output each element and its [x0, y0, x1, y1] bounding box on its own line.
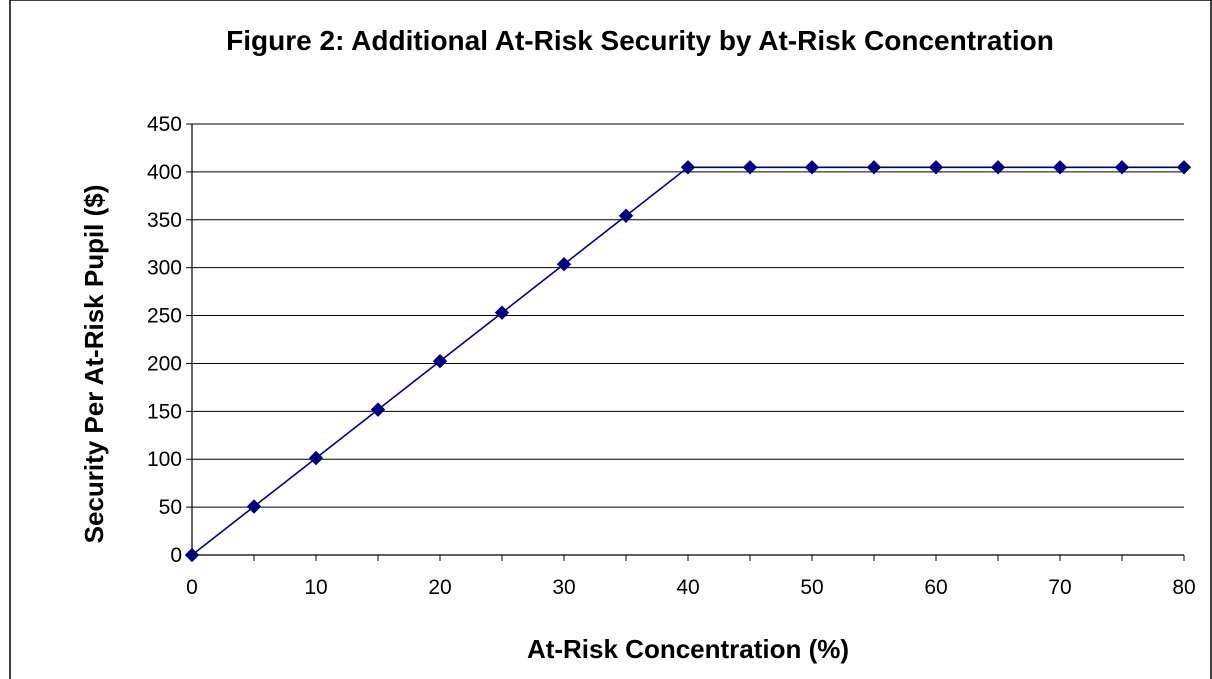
y-tick-label: 250	[147, 305, 182, 328]
x-tick-label: 40	[676, 576, 699, 599]
x-tick-label: 80	[1172, 576, 1195, 599]
data-point	[804, 160, 820, 175]
x-tick-label: 70	[1048, 576, 1071, 599]
y-tick-label: 50	[159, 496, 182, 519]
x-tick-label: 0	[186, 576, 198, 599]
y-tick-label: 150	[147, 400, 182, 423]
data-point	[184, 547, 200, 563]
x-tick-label: 10	[304, 576, 327, 599]
data-point	[618, 208, 634, 223]
data-point	[990, 160, 1006, 175]
x-tick-label: 30	[552, 576, 575, 599]
data-point	[246, 499, 262, 514]
data-point	[928, 160, 944, 175]
data-point	[866, 160, 882, 175]
data-point	[742, 160, 758, 175]
y-tick-label: 400	[147, 161, 182, 184]
y-tick-label: 0	[170, 544, 182, 567]
y-axis-title: Security Per At-Risk Pupil ($)	[79, 185, 109, 544]
x-tick-label: 20	[428, 576, 451, 599]
chart-title: Figure 2: Additional At-Risk Security by…	[226, 25, 1054, 56]
y-tick-label: 200	[147, 352, 182, 375]
data-point	[494, 305, 510, 320]
x-tick-label: 50	[800, 576, 823, 599]
series-layer	[184, 160, 1192, 563]
data-point	[1052, 160, 1068, 175]
data-point	[1114, 160, 1130, 175]
y-tick-labels: 0 50 100 150 200 250 300 350 400 450	[147, 113, 182, 567]
x-tick-labels: 0 10 20 30 40 50 60 70 80	[186, 576, 1196, 599]
y-tick-label: 100	[147, 448, 182, 471]
data-point	[308, 450, 324, 466]
data-point	[432, 353, 448, 369]
chart-border	[9, 0, 1212, 679]
x-axis-title: At-Risk Concentration (%)	[527, 634, 849, 664]
data-point	[1176, 160, 1192, 175]
data-point	[556, 257, 572, 272]
y-tick-label: 350	[147, 209, 182, 232]
data-point	[680, 160, 696, 175]
x-tick-label: 60	[924, 576, 947, 599]
y-tick-label: 450	[147, 113, 182, 136]
data-point	[370, 402, 386, 417]
y-tick-label: 300	[147, 257, 182, 280]
